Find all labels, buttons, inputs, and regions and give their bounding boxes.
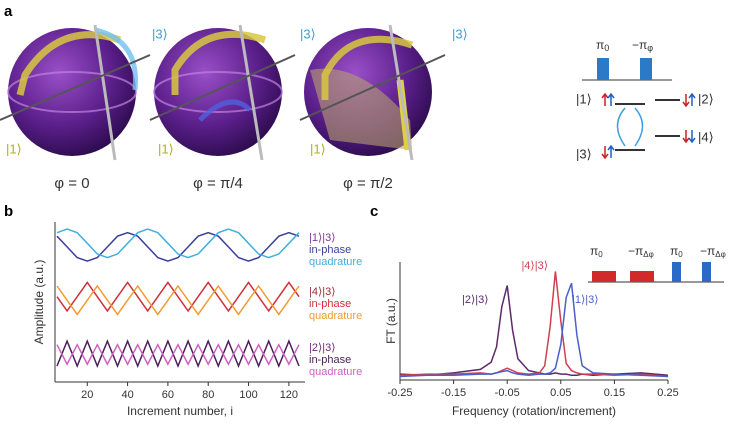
x-tick-label: 0.15 (604, 387, 625, 399)
ket-label: |1⟩ (310, 141, 326, 156)
pulse-symbol: −π (632, 38, 647, 52)
line-series (399, 282, 669, 378)
state-label: |1⟩ (576, 91, 592, 106)
x-tick-label: 60 (162, 389, 174, 401)
y-axis-label: FT (a.u.) (384, 298, 398, 344)
y-axis-label: Amplitude (a.u.) (32, 260, 46, 345)
x-tick-label: 0.25 (657, 387, 678, 399)
legend-entry: quadrature (309, 256, 362, 268)
inset-pulse-label: −πΔφ (700, 244, 726, 259)
x-tick-label: 20 (81, 389, 93, 401)
line-series (56, 228, 300, 259)
x-tick-label: 0.05 (550, 387, 571, 399)
ket-label: |3⟩ (152, 26, 168, 41)
line-series (56, 231, 300, 262)
x-tick-label: 80 (202, 389, 214, 401)
legend-entry: in-phase (309, 244, 351, 256)
sphere-caption: φ = π/4 (193, 175, 243, 192)
legend-entry: quadrature (309, 366, 362, 378)
sphere-caption: φ = π/2 (343, 175, 393, 192)
panel-label: c (370, 203, 378, 220)
legend-entry: quadrature (309, 310, 362, 322)
legend-entry: in-phase (309, 354, 351, 366)
panel-label: a (4, 3, 13, 20)
sphere-caption: φ = 0 (54, 175, 89, 192)
x-tick-label: 100 (239, 389, 257, 401)
bloch-sphere (149, 24, 296, 161)
x-tick-label: 120 (280, 389, 298, 401)
pulse-symbol: π (590, 244, 598, 258)
legend-entry: in-phase (309, 298, 351, 310)
ket-label: |1⟩ (158, 141, 174, 156)
pulse-subscript: φ (647, 43, 653, 53)
line-series (56, 281, 300, 313)
bloch-sphere (0, 24, 151, 161)
series-label: |4⟩|3⟩ (521, 260, 548, 272)
x-axis-label: Increment number, i (127, 404, 233, 418)
x-tick-label: -0.05 (495, 387, 520, 399)
ket-label: |3⟩ (452, 26, 468, 41)
state-label: |2⟩ (698, 91, 714, 106)
x-tick-label: 40 (121, 389, 133, 401)
charts: b 20 40 60 80 100 120 Increment number, i Amplit… (4, 203, 726, 418)
state-label: |3⟩ (576, 146, 592, 161)
state-label: |4⟩ (698, 129, 714, 144)
panel-label: b (4, 203, 13, 220)
pulse-symbol: π (596, 38, 604, 52)
inset-pulse-label: −πΔφ (628, 244, 654, 259)
inset-pulse-label: π0 (670, 244, 683, 259)
ket-label: |1⟩ (6, 141, 22, 156)
pulse-symbol: π (670, 244, 678, 258)
pulse-subscript: 0 (678, 250, 683, 259)
inset-pulse (630, 271, 654, 282)
pulse-subscript: 0 (604, 43, 609, 53)
x-axis-label: Frequency (rotation/increment) (452, 404, 616, 418)
bloch-sphere (299, 24, 446, 161)
series-label: |2⟩|3⟩ (462, 294, 489, 306)
panel-a: a |3⟩ |1⟩ φ = 0 (0, 3, 714, 192)
pulse-label: −πφ (632, 38, 653, 53)
legend-group: |2⟩|3⟩ (309, 342, 336, 354)
pulse-symbol: −π (628, 244, 643, 258)
level-diagram: π0 −πφ |1⟩ |2⟩ |3⟩ |4⟩ (576, 38, 714, 161)
series-label: |1⟩|3⟩ (572, 294, 599, 306)
legend-group: |1⟩|3⟩ (309, 232, 336, 244)
x-tick-label: -0.15 (441, 387, 466, 399)
pulse-subscript: Δφ (715, 250, 726, 259)
x-tick-label: -0.25 (387, 387, 412, 399)
pulse-subscript: Δφ (643, 250, 654, 259)
inset-pulse (702, 262, 711, 282)
inset-pulse-label: π0 (590, 244, 603, 259)
line-series (399, 271, 669, 378)
inset-pulse (592, 271, 616, 282)
pulse-subscript: 0 (598, 250, 603, 259)
inset-pulse (672, 262, 681, 282)
ket-label: |3⟩ (300, 26, 316, 41)
legend-group: |4⟩|3⟩ (309, 286, 336, 298)
line-series (56, 343, 300, 366)
line-series (56, 339, 300, 369)
pulse-symbol: −π (700, 244, 715, 258)
line-series (56, 284, 300, 316)
pulse-label: π0 (596, 38, 609, 53)
line-series (399, 285, 669, 377)
